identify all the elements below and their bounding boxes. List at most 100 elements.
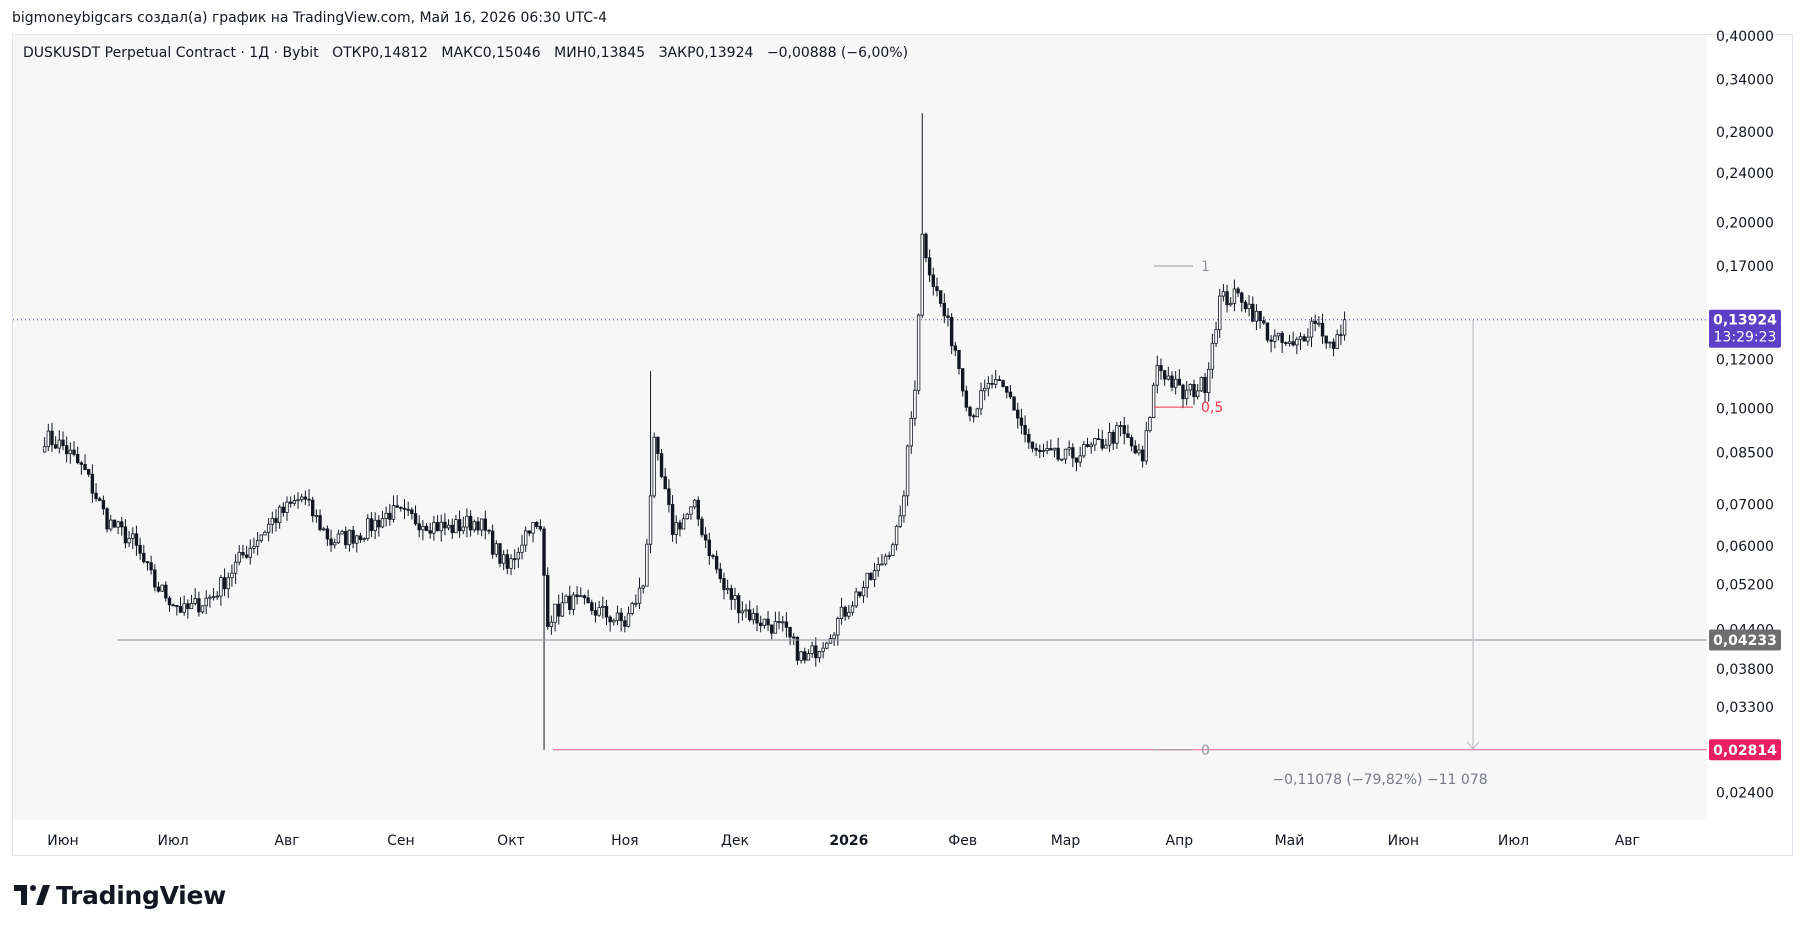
- candle-body[interactable]: [670, 504, 675, 535]
- candle-body[interactable]: [292, 500, 297, 504]
- candle-body[interactable]: [560, 602, 565, 617]
- candle-body[interactable]: [1107, 432, 1112, 446]
- candle-body[interactable]: [909, 417, 913, 447]
- candle-body[interactable]: [1232, 288, 1237, 304]
- candle-body[interactable]: [975, 408, 980, 418]
- candle-body[interactable]: [1225, 291, 1229, 306]
- candle-body[interactable]: [142, 552, 146, 563]
- candle-body[interactable]: [498, 543, 502, 564]
- candle-body[interactable]: [1166, 375, 1171, 380]
- candle-body[interactable]: [1100, 439, 1104, 449]
- candle-body[interactable]: [1056, 447, 1060, 460]
- candle-body[interactable]: [1192, 384, 1196, 398]
- candle-body[interactable]: [1269, 339, 1273, 342]
- candle-body[interactable]: [483, 518, 487, 531]
- candle-body[interactable]: [164, 584, 168, 599]
- candle-body[interactable]: [744, 609, 748, 612]
- candle-body[interactable]: [1306, 336, 1310, 342]
- candle-body[interactable]: [902, 495, 906, 517]
- candle-body[interactable]: [204, 597, 208, 607]
- candle-body[interactable]: [454, 519, 458, 534]
- candle-body[interactable]: [1030, 441, 1035, 449]
- candle-body[interactable]: [986, 382, 991, 389]
- candle-body[interactable]: [582, 595, 587, 599]
- candle-body[interactable]: [953, 345, 958, 351]
- low-price-badge[interactable]: [1709, 739, 1781, 761]
- candle-body[interactable]: [1001, 380, 1005, 387]
- candle-body[interactable]: [946, 315, 950, 318]
- candle-body[interactable]: [557, 603, 561, 617]
- candle-body[interactable]: [542, 528, 546, 576]
- candle-body[interactable]: [1291, 341, 1295, 346]
- candle-body[interactable]: [230, 572, 234, 579]
- candle-body[interactable]: [538, 526, 543, 530]
- candle-body[interactable]: [450, 524, 454, 534]
- candle-body[interactable]: [759, 622, 763, 627]
- candle-body[interactable]: [244, 554, 249, 558]
- candle-body[interactable]: [843, 606, 847, 617]
- current-price-badge[interactable]: [1709, 309, 1781, 348]
- candle-body[interactable]: [1265, 322, 1270, 341]
- candle-body[interactable]: [1052, 447, 1057, 451]
- support-price-badge[interactable]: [1709, 629, 1781, 651]
- candle-body[interactable]: [979, 390, 983, 410]
- candle-body[interactable]: [935, 286, 939, 292]
- candle-body[interactable]: [494, 543, 499, 555]
- candle-body[interactable]: [53, 444, 58, 449]
- candle-body[interactable]: [1140, 449, 1145, 462]
- candle-body[interactable]: [233, 561, 238, 574]
- candle-body[interactable]: [876, 564, 880, 571]
- candle-body[interactable]: [369, 518, 374, 532]
- candle-body[interactable]: [1012, 396, 1016, 411]
- candle-body[interactable]: [1240, 292, 1244, 303]
- candle-body[interactable]: [601, 605, 605, 608]
- candle-body[interactable]: [472, 521, 476, 531]
- candle-body[interactable]: [971, 415, 976, 418]
- candle-body[interactable]: [836, 618, 840, 636]
- candle-body[interactable]: [1159, 365, 1163, 372]
- candle-body[interactable]: [994, 379, 998, 385]
- candle-body[interactable]: [663, 476, 667, 490]
- candle-body[interactable]: [788, 626, 792, 638]
- candle-body[interactable]: [781, 621, 785, 624]
- candle-body[interactable]: [777, 621, 781, 623]
- candle-body[interactable]: [237, 551, 241, 563]
- candle-body[interactable]: [685, 513, 689, 520]
- plot-area[interactable]: [13, 35, 1707, 820]
- candle-body[interactable]: [281, 506, 286, 513]
- candle-body[interactable]: [395, 505, 399, 508]
- candle-body[interactable]: [299, 496, 304, 501]
- candle-body[interactable]: [1214, 329, 1218, 344]
- candle-body[interactable]: [98, 498, 102, 501]
- candle-body[interactable]: [149, 562, 153, 571]
- candle-body[interactable]: [736, 595, 741, 614]
- candle-body[interactable]: [1177, 378, 1182, 386]
- candle-body[interactable]: [1331, 341, 1336, 349]
- candle-body[interactable]: [1317, 322, 1321, 325]
- candle-body[interactable]: [990, 382, 994, 385]
- candle-body[interactable]: [608, 616, 612, 623]
- candle-body[interactable]: [913, 389, 917, 419]
- candle-body[interactable]: [406, 508, 410, 511]
- candle-body[interactable]: [1005, 386, 1009, 393]
- candle-body[interactable]: [64, 445, 69, 455]
- candle-body[interactable]: [1078, 455, 1082, 463]
- candle-body[interactable]: [178, 605, 183, 613]
- candle-body[interactable]: [1008, 391, 1013, 398]
- candle-body[interactable]: [388, 512, 392, 520]
- candle-body[interactable]: [314, 515, 319, 517]
- candle-body[interactable]: [1188, 384, 1193, 391]
- candle-body[interactable]: [266, 523, 271, 533]
- tradingview-logo[interactable]: TradingView: [14, 880, 226, 910]
- candle-body[interactable]: [72, 449, 76, 455]
- candle-body[interactable]: [564, 595, 568, 604]
- candle-body[interactable]: [399, 506, 403, 509]
- candle-body[interactable]: [380, 518, 385, 528]
- candle-body[interactable]: [226, 577, 230, 590]
- candle-body[interactable]: [131, 533, 135, 539]
- candle-body[interactable]: [1126, 433, 1130, 438]
- candle-body[interactable]: [1089, 444, 1093, 448]
- candle-body[interactable]: [355, 535, 359, 544]
- candle-body[interactable]: [924, 233, 928, 259]
